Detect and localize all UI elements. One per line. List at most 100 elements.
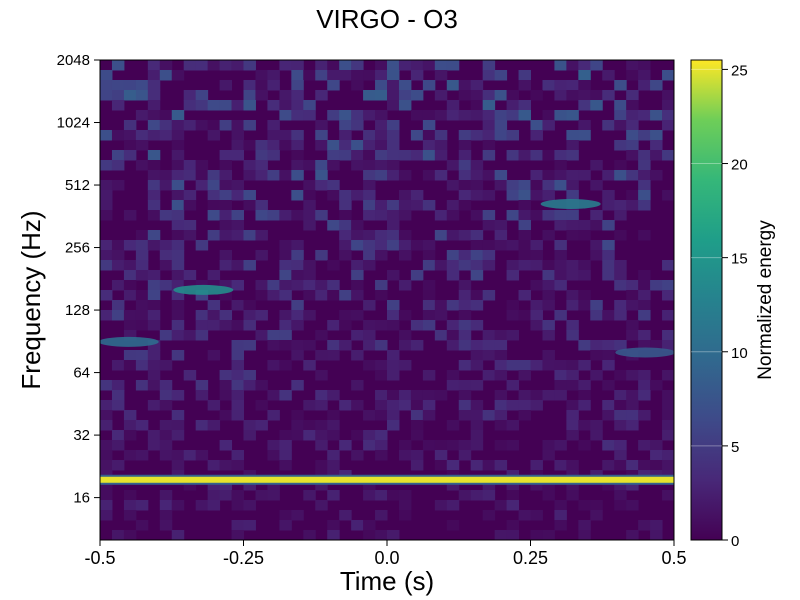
heatmap-cell xyxy=(530,530,543,540)
heatmap-cell xyxy=(387,60,400,71)
heatmap-cell xyxy=(351,280,364,291)
heatmap-cell xyxy=(470,160,484,171)
heatmap-cell xyxy=(315,60,328,71)
heatmap-cell xyxy=(279,340,292,351)
heatmap-cell xyxy=(111,60,125,71)
heatmap-cell xyxy=(183,450,197,461)
heatmap-cell xyxy=(470,430,484,441)
heatmap-cell xyxy=(482,460,496,471)
heatmap-cell xyxy=(554,240,567,251)
heatmap-cell xyxy=(231,260,244,271)
heatmap-cell xyxy=(398,150,412,161)
heatmap-cell xyxy=(518,110,531,121)
heatmap-cell xyxy=(554,250,567,261)
heatmap-cell xyxy=(566,460,579,471)
heatmap-cell xyxy=(518,310,531,321)
heatmap-cell xyxy=(327,460,340,471)
heatmap-cell xyxy=(315,130,328,141)
heatmap-cell xyxy=(267,330,280,341)
heatmap-cell xyxy=(267,410,280,421)
heatmap-cell xyxy=(255,290,268,301)
heatmap-cell xyxy=(111,460,125,471)
heatmap-cell xyxy=(506,380,520,391)
heatmap-cell xyxy=(506,270,520,281)
heatmap-cell xyxy=(578,360,591,371)
heatmap-cell xyxy=(303,110,316,121)
heatmap-cell xyxy=(387,370,400,381)
heatmap-cell xyxy=(542,110,555,121)
heatmap-cell xyxy=(231,520,244,531)
heatmap-cell xyxy=(195,320,209,331)
heatmap-cell xyxy=(219,220,233,231)
heatmap-cell xyxy=(339,210,352,221)
heatmap-cell xyxy=(602,380,615,391)
heatmap-cell xyxy=(135,300,149,311)
heatmap-cell xyxy=(279,440,292,451)
heatmap-cell xyxy=(542,260,555,271)
heatmap-cell xyxy=(482,140,496,151)
heatmap-cell xyxy=(303,310,316,321)
heatmap-cell xyxy=(147,210,161,221)
heatmap-cell xyxy=(638,370,651,381)
heatmap-cell xyxy=(470,440,484,451)
heatmap-cell xyxy=(494,230,508,241)
heatmap-cell xyxy=(578,60,591,71)
heatmap-cell xyxy=(398,230,412,241)
heatmap-cell xyxy=(614,500,627,511)
heatmap-cell xyxy=(506,400,520,411)
heatmap-cell xyxy=(542,530,555,540)
heatmap-cell xyxy=(279,140,292,151)
heatmap-cell xyxy=(566,300,579,311)
heatmap-cell xyxy=(410,460,424,471)
heatmap-cell xyxy=(434,330,448,341)
heatmap-cell xyxy=(506,330,520,341)
heatmap-cell xyxy=(267,210,280,221)
heatmap-cell xyxy=(375,80,388,91)
heatmap-cell xyxy=(578,220,591,231)
heatmap-cell xyxy=(662,260,674,271)
heatmap-cell xyxy=(363,490,376,501)
heatmap-cell xyxy=(387,230,400,241)
heatmap-cell xyxy=(482,210,496,221)
heatmap-cell xyxy=(518,100,531,111)
heatmap-cell xyxy=(303,160,316,171)
heatmap-cell xyxy=(494,390,508,401)
heatmap-cell xyxy=(100,310,113,321)
heatmap-cell xyxy=(614,200,627,211)
energy-blob xyxy=(615,347,674,358)
heatmap-cell xyxy=(446,180,460,191)
heatmap-cell xyxy=(470,250,484,261)
heatmap-cell xyxy=(387,80,400,91)
heatmap-cell xyxy=(554,360,567,371)
heatmap-cell xyxy=(650,440,663,451)
heatmap-cell xyxy=(542,390,555,401)
heatmap-cell xyxy=(614,450,627,461)
heatmap-cell xyxy=(446,500,460,511)
heatmap-cell xyxy=(303,530,316,540)
heatmap-cell xyxy=(267,120,280,131)
heatmap-cell xyxy=(482,120,496,131)
heatmap-cell xyxy=(147,290,161,301)
heatmap-cell xyxy=(135,500,149,511)
heatmap-cell xyxy=(578,80,591,91)
heatmap-cell xyxy=(243,370,256,381)
heatmap-cell xyxy=(363,160,376,171)
heatmap-cell xyxy=(446,270,460,281)
heatmap-cell xyxy=(339,510,352,521)
heatmap-cell xyxy=(279,130,292,141)
heatmap-cell xyxy=(363,200,376,211)
heatmap-cell xyxy=(111,240,125,251)
heatmap-cell xyxy=(159,70,173,81)
heatmap-cell xyxy=(590,300,603,311)
heatmap-cell xyxy=(530,400,543,411)
heatmap-cell xyxy=(458,330,472,341)
heatmap-cell xyxy=(410,410,424,421)
heatmap-cell xyxy=(279,460,292,471)
heatmap-cell xyxy=(171,290,185,301)
heatmap-cell xyxy=(147,230,161,241)
heatmap-cell xyxy=(387,170,400,181)
heatmap-cell xyxy=(482,60,496,71)
heatmap-cell xyxy=(327,160,340,171)
heatmap-cell xyxy=(279,290,292,301)
heatmap-cell xyxy=(566,380,579,391)
